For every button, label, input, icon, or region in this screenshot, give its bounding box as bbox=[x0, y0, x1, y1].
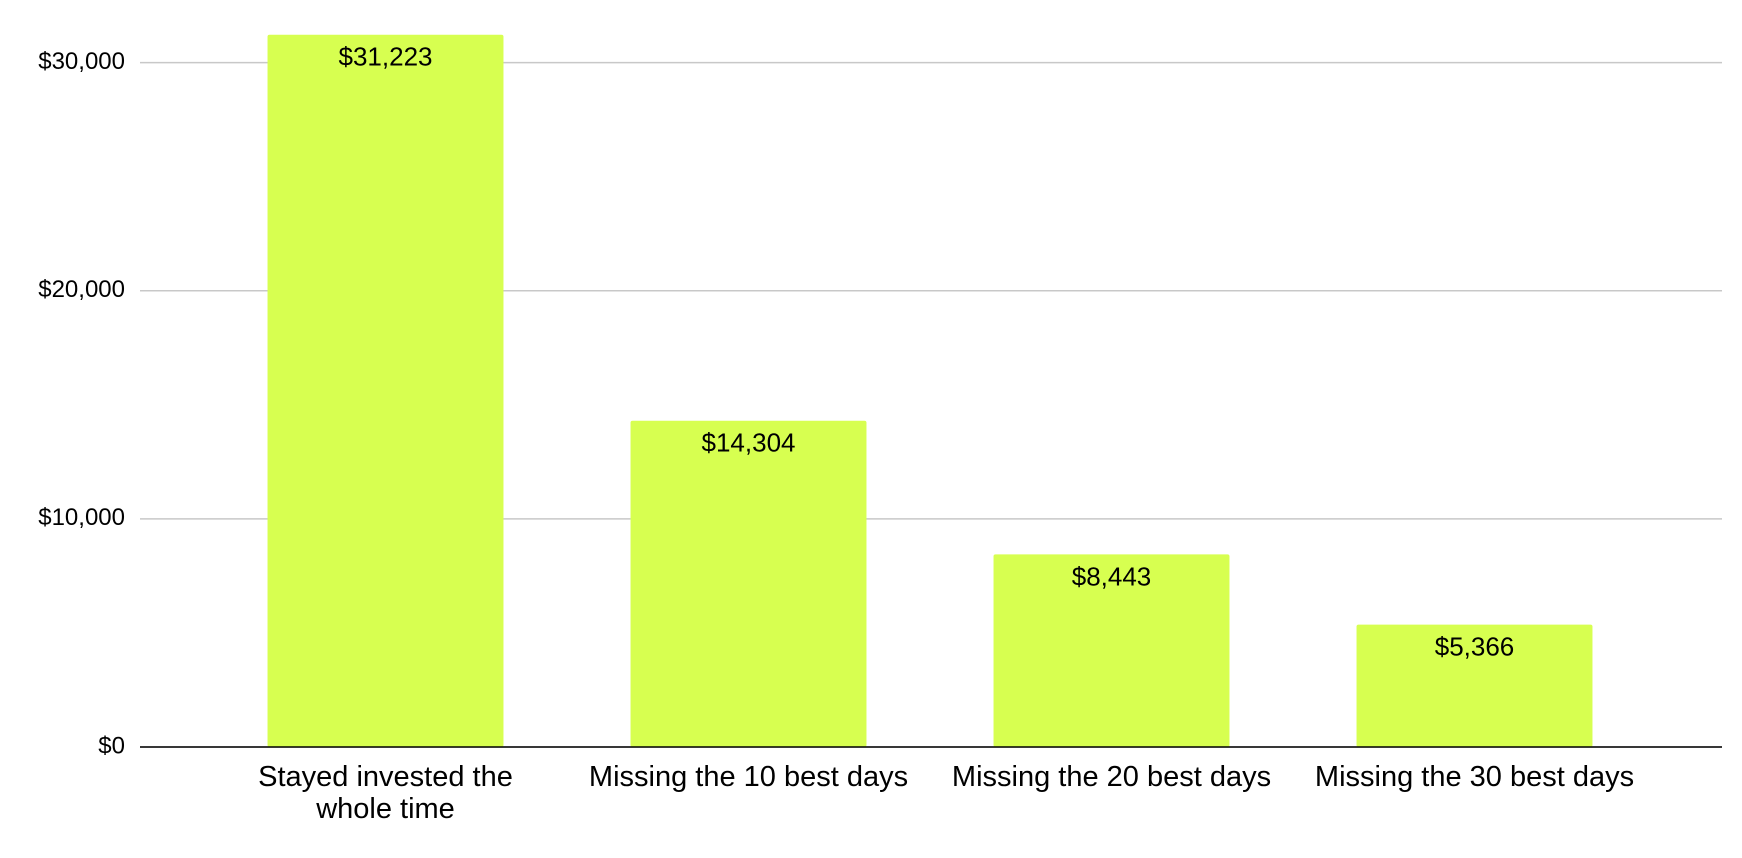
bar bbox=[630, 420, 867, 747]
y-tick-label: $20,000 bbox=[38, 276, 125, 303]
x-tick-label: Missing the 20 best days bbox=[951, 761, 1272, 793]
bar bbox=[993, 554, 1230, 747]
value-label: $8,443 bbox=[1072, 561, 1152, 591]
x-tick-label: Missing the 10 best days bbox=[588, 761, 909, 793]
bar bbox=[267, 34, 504, 747]
value-label: $14,304 bbox=[702, 428, 796, 458]
x-tick-label: Missing the 30 best days bbox=[1314, 761, 1635, 793]
y-tick-label: $10,000 bbox=[38, 504, 125, 531]
value-label: $31,223 bbox=[339, 42, 433, 72]
y-tick-label: $0 bbox=[98, 732, 125, 759]
y-tick-label: $30,000 bbox=[38, 48, 125, 75]
value-label: $5,366 bbox=[1435, 631, 1515, 661]
bar bbox=[1356, 624, 1593, 747]
x-tick-label: Stayed invested the whole time bbox=[258, 761, 513, 825]
